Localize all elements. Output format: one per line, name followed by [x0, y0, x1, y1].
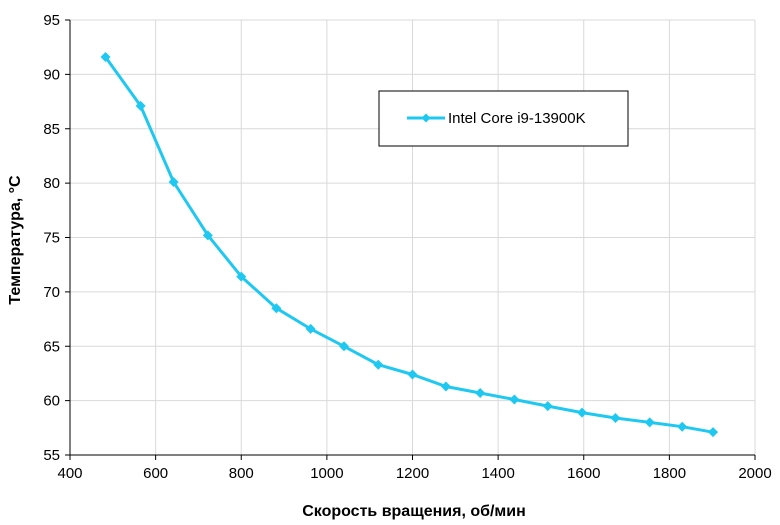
data-point: [271, 303, 282, 314]
series: [100, 51, 719, 438]
data-point: [677, 421, 688, 432]
y-axis-title: Температура, °С: [7, 175, 24, 305]
grid: [70, 19, 756, 455]
data-point: [202, 230, 213, 241]
legend-swatch-marker: [421, 113, 431, 123]
y-tick-label: 70: [43, 284, 60, 301]
y-tick-label: 85: [43, 121, 60, 138]
data-point: [168, 177, 179, 188]
y-tick-label: 65: [43, 338, 60, 355]
y-tick-labels: 55 60 65 70 75 80 85 90 95: [43, 12, 60, 464]
x-tick-label: 1200: [396, 465, 429, 482]
data-point: [440, 381, 451, 392]
x-tick-labels: 400 600 800 1000 1200 1400 1600 1800 2000: [57, 465, 771, 482]
data-point: [339, 341, 349, 352]
x-tick-label: 1600: [567, 465, 600, 482]
data-point: [708, 427, 719, 438]
y-tick-label: 90: [43, 66, 60, 83]
x-tick-label: 2000: [738, 465, 771, 482]
legend-label: Intel Core i9-13900K: [448, 110, 586, 127]
data-point: [135, 100, 146, 111]
x-axis-title: Скорость вращения, об/мин: [302, 503, 526, 520]
data-point: [644, 417, 655, 428]
x-tick-label: 1800: [653, 465, 686, 482]
legend: Intel Core i9-13900K: [378, 90, 629, 147]
data-point: [305, 323, 316, 334]
x-tick-label: 1000: [310, 465, 343, 482]
axes: [65, 19, 756, 460]
data-point: [475, 388, 486, 399]
y-tick-label: 60: [43, 393, 60, 410]
x-tick-label: 400: [57, 465, 82, 482]
data-point: [610, 413, 621, 424]
y-tick-label: 95: [43, 12, 60, 29]
x-tick-label: 800: [229, 465, 254, 482]
data-point: [373, 359, 384, 370]
x-tick-label: 600: [143, 465, 168, 482]
data-point: [236, 271, 247, 282]
data-point: [407, 369, 418, 380]
data-point: [577, 407, 588, 418]
y-tick-label: 75: [43, 230, 60, 247]
data-point: [509, 394, 520, 405]
data-point: [542, 401, 553, 412]
y-tick-label: 55: [43, 447, 60, 464]
data-point: [100, 51, 111, 62]
x-tick-label: 1400: [481, 465, 514, 482]
y-tick-label: 80: [43, 175, 60, 192]
